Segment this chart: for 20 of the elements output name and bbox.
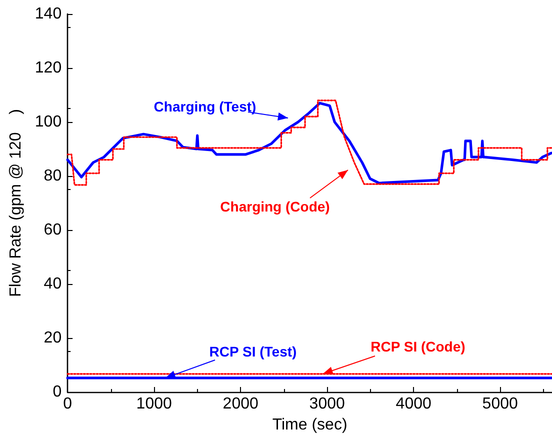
x-axis-title: Time (sec) (272, 416, 348, 434)
annotation: RCP SI (Code) (370, 338, 466, 355)
y-tick-label: 60 (44, 222, 62, 238)
x-tick-label: 1000 (136, 396, 172, 412)
x-tick-label: 2000 (222, 396, 258, 412)
x-tick-label: 4000 (396, 396, 432, 412)
y-tick-label: 80 (44, 168, 62, 184)
x-tick-label: 5000 (482, 396, 518, 412)
y-tick-label: 20 (44, 330, 62, 346)
annotation: RCP SI (Test) (209, 344, 297, 360)
x-tick-label: 0 (63, 396, 72, 412)
annotation: Charging (Test) (154, 98, 256, 115)
y-tick-label: 120 (34, 60, 62, 76)
y-tick-label: 0 (52, 384, 62, 400)
y-tick-label: 40 (44, 276, 62, 292)
x-tick-label: 3000 (309, 396, 345, 412)
y-tick-label: 100 (34, 114, 62, 130)
annotation: Charging (Code) (220, 198, 330, 215)
y-axis-title: Flow Rate (gpm @ 120 ) (8, 109, 24, 297)
y-tick-label: 140 (34, 6, 62, 22)
